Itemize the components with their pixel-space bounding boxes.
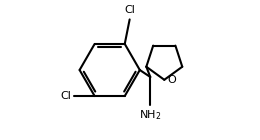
Text: Cl: Cl <box>124 5 135 15</box>
Text: NH$_2$: NH$_2$ <box>139 108 161 122</box>
Text: Cl: Cl <box>61 91 72 101</box>
Text: O: O <box>168 75 177 85</box>
